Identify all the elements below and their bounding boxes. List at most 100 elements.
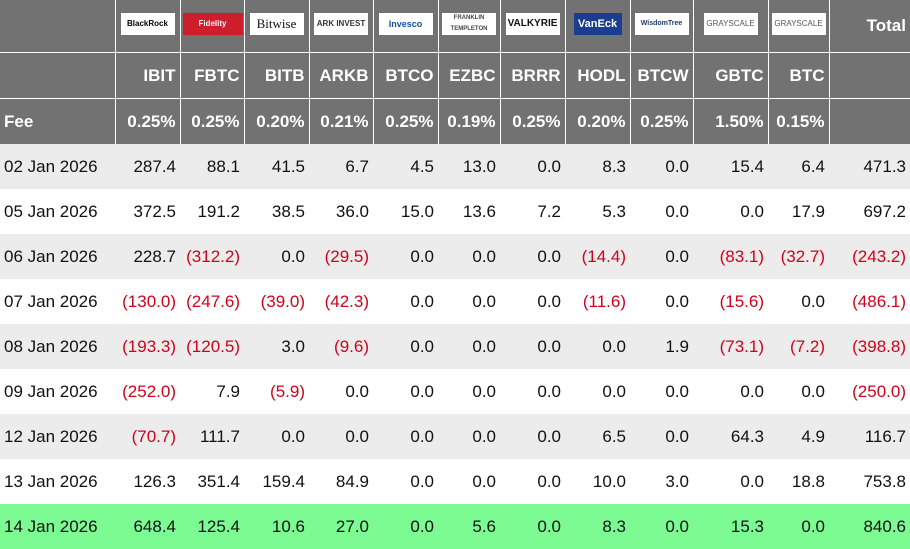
- logo-cell: WisdomTree: [629, 0, 693, 53]
- total-header: Total: [828, 0, 910, 53]
- flow-value: 1.9: [630, 324, 693, 369]
- flow-value: 15.4: [693, 144, 768, 189]
- flow-value: 0.0: [373, 234, 438, 279]
- issuer-logo: Bitwise: [249, 12, 304, 35]
- flow-value: 0.0: [410, 291, 434, 311]
- total-value: (243.2): [829, 234, 910, 279]
- date: 09 Jan 2026: [4, 381, 98, 401]
- flow-value: 0.0: [472, 381, 496, 401]
- logo-cell: Fidelity: [179, 0, 244, 53]
- issuer-logo: VALKYRIE: [505, 12, 560, 35]
- issuer-logo: Invesco: [378, 12, 433, 35]
- flow-value: 15.0: [400, 201, 434, 221]
- fee: 0.20%: [243, 98, 309, 144]
- flow-value: (29.5): [309, 234, 373, 279]
- flow-value: 0.0: [665, 201, 689, 221]
- flow-value: 13.6: [462, 201, 496, 221]
- flow-value: 5.3: [602, 201, 626, 221]
- total-value: 840.6: [829, 504, 910, 549]
- date: 08 Jan 2026: [0, 324, 115, 369]
- date: 13 Jan 2026: [4, 471, 98, 491]
- logo-cell: Bitwise: [243, 0, 309, 53]
- flow-value: 13.0: [438, 144, 500, 189]
- flow-value: (120.5): [180, 324, 244, 369]
- issuer-logo: GRAYSCALE: [771, 12, 826, 35]
- logo-row: BlackRock Fidelity Bitwise ARK INVEST Invesc…: [0, 0, 910, 53]
- fee: 0.25%: [372, 98, 438, 144]
- issuer-logo: Fidelity: [182, 12, 243, 35]
- fee: 0.15%: [767, 98, 829, 144]
- total-value: 471.3: [829, 144, 910, 189]
- flow-value: (9.6): [309, 324, 373, 369]
- flow-value: 8.3: [565, 504, 630, 549]
- corner-cell: [0, 0, 115, 53]
- issuer-logo: VanEck: [573, 12, 622, 35]
- data-row: 13 Jan 2026 126.3 351.4 159.4 84.9 0.0 0.0 0.0 1…: [0, 459, 910, 504]
- flow-value: 0.0: [665, 291, 689, 311]
- blank-cell: [0, 52, 115, 99]
- flow-value: (193.3): [115, 324, 180, 369]
- date: 07 Jan 2026: [4, 291, 98, 311]
- fee: 0.25%: [629, 98, 693, 144]
- fee: 0.21%: [308, 98, 373, 144]
- flow-value: 3.0: [665, 471, 689, 491]
- logo-cell: GRAYSCALE: [692, 0, 768, 53]
- flow-value: 0.0: [630, 234, 693, 279]
- total-value: (486.1): [852, 291, 906, 311]
- flow-value: 0.0: [537, 291, 561, 311]
- flow-value: 4.5: [373, 144, 438, 189]
- total-value: 116.7: [829, 414, 910, 459]
- flow-value: 0.0: [537, 381, 561, 401]
- blank-cell: [828, 98, 910, 144]
- data-row: 12 Jan 2026 (70.7) 111.7 0.0 0.0 0.0 0.0 0.0 6.5…: [0, 414, 910, 459]
- flow-value: (11.6): [582, 291, 626, 311]
- blank-cell: [828, 52, 910, 99]
- ticker: EZBC: [437, 52, 500, 99]
- flow-value: 18.8: [791, 471, 825, 491]
- ticker: IBIT: [114, 52, 180, 99]
- flow-value: 6.4: [768, 144, 829, 189]
- flow-value: 3.0: [244, 324, 309, 369]
- flow-value: 0.0: [472, 471, 496, 491]
- flow-value: (42.3): [324, 291, 369, 311]
- flow-value: 351.4: [197, 471, 240, 491]
- ticker: GBTC: [692, 52, 768, 99]
- flow-value: 0.0: [740, 381, 764, 401]
- flow-value: (70.7): [115, 414, 180, 459]
- fee-label: Fee: [0, 98, 115, 144]
- ticker: ARKB: [308, 52, 373, 99]
- flow-value: 0.0: [801, 381, 825, 401]
- flow-value: 0.0: [373, 414, 438, 459]
- flow-value: (312.2): [180, 234, 244, 279]
- flow-value: 64.3: [693, 414, 768, 459]
- flow-value: 287.4: [115, 144, 180, 189]
- flow-value: 126.3: [133, 471, 176, 491]
- flow-value: 15.3: [693, 504, 768, 549]
- flow-value: 7.9: [216, 381, 240, 401]
- flow-value: (32.7): [768, 234, 829, 279]
- flow-value: (130.0): [122, 291, 176, 311]
- data-row: 05 Jan 2026 372.5 191.2 38.5 36.0 15.0 13.6 7.2…: [0, 189, 910, 234]
- flow-value: 372.5: [133, 201, 176, 221]
- flow-value: 228.7: [115, 234, 180, 279]
- logo-cell: ARK INVEST: [308, 0, 373, 53]
- flow-value: 0.0: [602, 381, 626, 401]
- flow-value: 0.0: [373, 324, 438, 369]
- flow-value: 7.2: [537, 201, 561, 221]
- issuer-logo: GRAYSCALE: [703, 12, 758, 35]
- flow-value: 0.0: [630, 504, 693, 549]
- logo-cell: Invesco: [372, 0, 438, 53]
- flow-value: (7.2): [768, 324, 829, 369]
- fee-row: Fee 0.25% 0.25% 0.20% 0.21% 0.25% 0.19% 0.25% 0.…: [0, 98, 910, 144]
- flow-value: (5.9): [270, 381, 305, 401]
- date: 06 Jan 2026: [0, 234, 115, 279]
- flow-value: 0.0: [665, 381, 689, 401]
- total-value: 697.2: [863, 201, 906, 221]
- flow-value: (39.0): [260, 291, 305, 311]
- fee: 0.20%: [564, 98, 630, 144]
- ticker: HODL: [564, 52, 630, 99]
- data-row: 09 Jan 2026 (252.0) 7.9 (5.9) 0.0 0.0 0.0 0.0 0.…: [0, 369, 910, 414]
- flow-value: (83.1): [693, 234, 768, 279]
- logo-cell: FRANKLIN TEMPLETON: [437, 0, 500, 53]
